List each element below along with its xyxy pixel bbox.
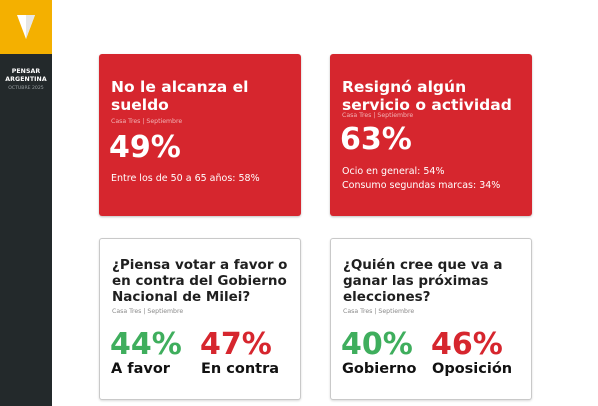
- card-source: Casa Tres | Septiembre: [112, 308, 184, 315]
- card-voto-gobierno: ¿Piensa votar a favor o en contra del Go…: [99, 238, 301, 400]
- card-resigno: Resignó algún servicio o actividad Casa …: [330, 54, 532, 216]
- result-value-en-contra: 47%: [200, 327, 272, 362]
- result-value-oposicion: 46%: [431, 327, 503, 362]
- brand-name: PENSAR ARGENTINA: [0, 68, 52, 83]
- card-source: Casa Tres | Septiembre: [111, 118, 183, 125]
- card-detail: Ocio en general: 54%: [342, 166, 445, 177]
- result-label-en-contra: En contra: [201, 361, 280, 377]
- card-title: No le alcanza el sueldo: [111, 78, 249, 114]
- result-value-a-favor: 44%: [110, 327, 182, 362]
- brand-line-2: ARGENTINA: [5, 75, 47, 83]
- card-value: 49%: [109, 130, 181, 165]
- card-detail: Entre los de 50 a 65 años: 58%: [111, 173, 260, 184]
- card-elecciones: ¿Quién cree que va a ganar las próximas …: [330, 238, 532, 400]
- brand-date: OCTUBRE 2025: [8, 86, 44, 91]
- result-label-oposicion: Oposición: [432, 361, 513, 377]
- triangle-logo-icon: [17, 15, 35, 39]
- logo: [0, 0, 52, 54]
- sidebar: PENSAR ARGENTINA OCTUBRE 2025: [0, 0, 52, 406]
- card-title: Resignó algún servicio o actividad: [342, 78, 512, 114]
- card-title: ¿Piensa votar a favor o en contra del Go…: [112, 257, 288, 305]
- result-label-a-favor: A favor: [111, 361, 170, 377]
- result-label-gobierno: Gobierno: [342, 361, 417, 377]
- card-detail: Consumo segundas marcas: 34%: [342, 180, 501, 191]
- card-value: 63%: [340, 122, 412, 157]
- card-sueldo: No le alcanza el sueldo Casa Tres | Sept…: [99, 54, 301, 216]
- brand-line-1: PENSAR: [11, 68, 41, 75]
- card-source: Casa Tres | Septiembre: [342, 112, 414, 119]
- result-value-gobierno: 40%: [341, 327, 413, 362]
- card-source: Casa Tres | Septiembre: [343, 308, 415, 315]
- card-title: ¿Quién cree que va a ganar las próximas …: [343, 257, 503, 305]
